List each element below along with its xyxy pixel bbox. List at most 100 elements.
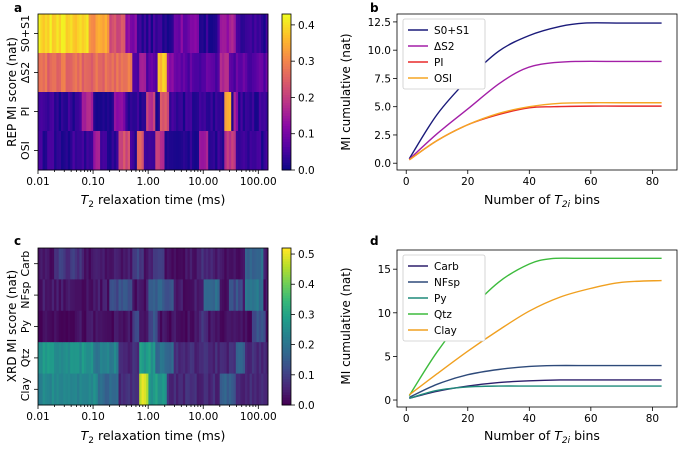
heatmap-cell (217, 131, 221, 171)
heatmap-cell (212, 310, 216, 343)
x-tick-label: 60 (584, 413, 597, 425)
heatmap-cell (77, 131, 80, 171)
heatmap-cell (150, 14, 154, 54)
heatmap-cell (146, 342, 149, 374)
heatmap-cell (224, 53, 227, 93)
heatmap-cell (182, 53, 186, 93)
colorbar-segment (282, 391, 291, 396)
heatmap-cell (146, 373, 149, 406)
heatmap-cell (136, 248, 140, 280)
heatmap-cell (120, 373, 124, 406)
heatmap-cell (176, 14, 179, 54)
heatmap-cell (210, 342, 214, 374)
heatmap-cell (38, 373, 41, 406)
heatmap-cell (146, 279, 149, 312)
heatmap-cell (81, 310, 85, 343)
heatmap-cell (254, 310, 257, 343)
heatmap-cell (97, 131, 101, 171)
heatmap-cell (251, 342, 255, 374)
panel-a-label: a (14, 1, 22, 15)
heatmap-cell (116, 92, 119, 132)
x-tick-label: 0 (403, 413, 410, 425)
heatmap-cell (120, 131, 124, 171)
heatmap-cell (67, 310, 71, 343)
heatmap-cell (44, 14, 48, 54)
heatmap-cell (231, 310, 234, 343)
legend-label: Qtz (434, 309, 452, 321)
heatmap-cell (256, 373, 260, 406)
heatmap-cell (125, 53, 129, 93)
heatmap-cell (265, 342, 269, 374)
heatmap-cell (240, 310, 244, 343)
x-tick-label: 40 (523, 176, 536, 188)
heatmap-cell (196, 373, 200, 406)
heatmap-cell (84, 342, 87, 374)
heatmap-cell (233, 279, 237, 312)
heatmap-cell (65, 92, 69, 132)
heatmap-cell (74, 92, 78, 132)
heatmap-cell (201, 342, 204, 374)
heatmap-cell (261, 342, 264, 374)
heatmap-cell (164, 279, 168, 312)
colorbar-segment (282, 397, 291, 401)
heatmap-cell (238, 279, 241, 312)
heatmap-cell (38, 310, 41, 343)
heatmap-cell (139, 373, 142, 406)
heatmap-cell (113, 14, 117, 54)
heatmap-cell (235, 131, 239, 171)
colorbar-tick-label: 0.2 (298, 92, 315, 104)
heatmap-cell (84, 310, 87, 343)
heatmap-cell (222, 310, 225, 343)
panel-d-plot: 0 20 40 60 80 0 5 10 15 Carb NFsp Py Qtz Clay (378, 249, 678, 425)
heatmap-cell (199, 92, 202, 132)
colorbar-segment (282, 376, 291, 380)
colorbar-segment (282, 73, 291, 77)
heatmap-cell (90, 248, 94, 280)
legend-label: PI (434, 57, 443, 69)
heatmap-cell (132, 131, 135, 171)
heatmap-cell (155, 342, 158, 374)
heatmap-cell (125, 279, 129, 312)
x-tick-label: 20 (461, 413, 474, 425)
panel-c-x-ticks: 0.01 0.10 1.00 10.00 100.00 (26, 405, 277, 423)
row-label: S0+S1 (19, 15, 32, 52)
heatmap-cell (111, 131, 115, 171)
heatmap-cell (210, 279, 214, 312)
heatmap-cell (228, 279, 232, 312)
heatmap-cell (159, 131, 163, 171)
heatmap-cell (231, 14, 234, 54)
heatmap-cell (162, 131, 165, 171)
heatmap-cell (120, 279, 124, 312)
heatmap-cell (56, 131, 60, 171)
heatmap-cell (169, 131, 172, 171)
heatmap-cell (178, 342, 181, 374)
heatmap-cell (134, 14, 138, 54)
heatmap-cell (141, 248, 145, 280)
colorbar-frame (281, 247, 292, 406)
heatmap-cell (242, 342, 246, 374)
heatmap-cell (219, 131, 223, 171)
heatmap-cell (81, 373, 85, 406)
panel-b-xlabel: Number of T2i bins (484, 192, 600, 210)
heatmap-cell (44, 279, 48, 312)
row-label: Clay (19, 377, 32, 401)
heatmap-cell (217, 14, 221, 54)
heatmap-cell (90, 92, 94, 132)
heatmap-cell (157, 131, 161, 171)
heatmap-cell (171, 14, 175, 54)
colorbar-segment (282, 274, 291, 278)
panel-c-xrd-heatmap: c Carb NFsp Py Qtz Clay 0.01 0.10 1.00 10.00 100… (5, 234, 315, 446)
heatmap-cell (203, 14, 207, 54)
heatmap-cell (136, 279, 140, 312)
colorbar-segment (282, 92, 291, 96)
heatmap-cell (130, 342, 133, 374)
heatmap-cell (56, 310, 60, 343)
heatmap-cell (192, 279, 195, 312)
heatmap-cell (79, 14, 83, 54)
heatmap-cell (141, 373, 145, 406)
heatmap-cell (231, 373, 234, 406)
heatmap-cell (88, 342, 92, 374)
heatmap-cell (203, 310, 207, 343)
colorbar-segment (282, 162, 291, 166)
